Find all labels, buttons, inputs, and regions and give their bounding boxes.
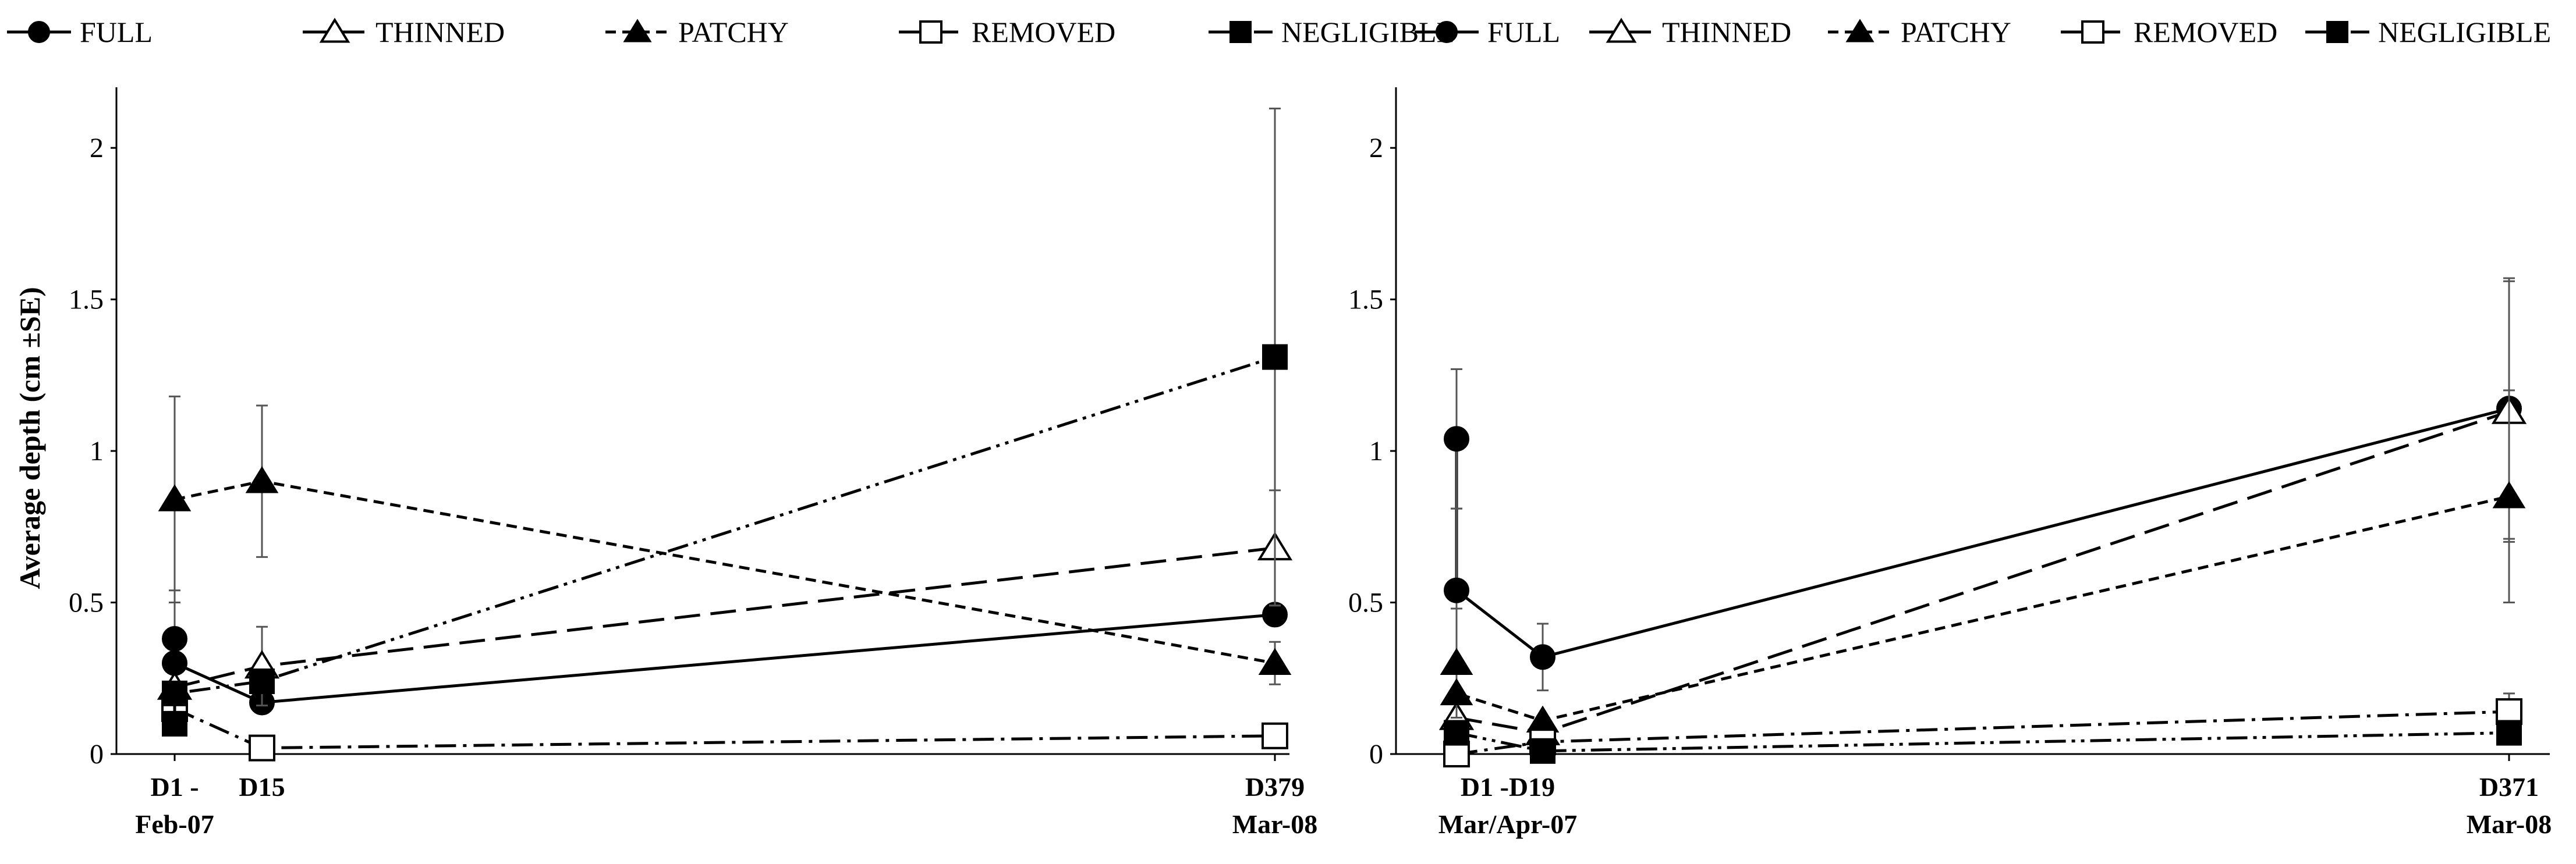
x-tick-label: D1 -: [150, 772, 199, 802]
data-point: [1258, 648, 1292, 675]
series-thinned: [157, 489, 1293, 707]
legend-label: PATCHY: [1901, 16, 2011, 48]
data-point: [1530, 644, 1555, 670]
legend-label: REMOVED: [2134, 16, 2277, 48]
legend-label: THINNED: [1662, 16, 1791, 48]
series-line: [1456, 710, 2510, 756]
legend-marker: [28, 21, 50, 43]
y-tick-label: 0: [1369, 739, 1383, 770]
x-tick-label: D379: [1245, 772, 1305, 802]
data-point: [1440, 678, 1473, 706]
legend-marker: [2326, 21, 2348, 43]
series-thinned: [1438, 280, 2527, 745]
y-axis-label: Average depth (cm ±SE): [13, 287, 46, 589]
data-point: [249, 668, 275, 694]
series-line: [1456, 731, 2510, 753]
legend-marker: [2081, 20, 2104, 44]
x-tick-label: D15: [239, 772, 285, 802]
series-line: [174, 546, 1275, 689]
series-line: [173, 613, 1275, 704]
chart-panel-2: 0 0.5 1 1.5 2 D1 -D19 Mar/Apr-07 D371 Mar-08 FULL…: [1348, 16, 2552, 839]
legend-label: PATCHY: [678, 16, 789, 48]
x-tick-label: D1 -D19: [1461, 772, 1555, 802]
legend: FULL THINNED PATCHY REMOVED NEGLIGIBLE: [1415, 16, 2551, 48]
data-point: [162, 680, 187, 706]
data-point: [2492, 481, 2526, 509]
series-line: [174, 479, 1275, 665]
series-removed: [161, 695, 1288, 762]
series-line: [1455, 495, 2510, 723]
x-tick-label: D371: [2479, 772, 2539, 802]
legend-label: THINNED: [375, 16, 505, 48]
legend: FULL THINNED PATCHY REMOVED NEGLIGIBLE: [7, 16, 1454, 48]
y-tick-label: 1.5: [1348, 285, 1383, 315]
legend-label: REMOVED: [972, 16, 1115, 48]
data-point: [1530, 738, 1555, 764]
series-negligible: [1444, 720, 2522, 764]
data-point: [1262, 344, 1288, 370]
legend-marker: [1845, 19, 1875, 42]
series-negligible: [162, 107, 1288, 737]
data-point: [1444, 577, 1469, 603]
data-point: [158, 484, 192, 511]
series-patchy: [158, 395, 1292, 685]
legend-marker: [1229, 21, 1252, 43]
data-point: [162, 626, 187, 652]
y-tick-label: 2: [90, 133, 104, 163]
y-tick-label: 1: [90, 436, 104, 467]
series-removed: [1443, 692, 2522, 767]
chart-panel-1: 0 0.5 1 1.5 2 D1 - Feb-07 D15 D379 Mar-08 Average …: [7, 16, 1454, 839]
legend-label: NEGLIGIBLE: [2378, 16, 2551, 48]
y-tick-label: 0.5: [69, 588, 104, 618]
series-line: [173, 707, 1275, 750]
series-line: [173, 355, 1275, 724]
legend-marker: [1606, 17, 1637, 43]
data-point: [1443, 741, 1470, 767]
legend-label: FULL: [1487, 16, 1560, 48]
legend-marker: [919, 20, 942, 44]
series-patchy: [1440, 389, 2526, 733]
x-tick-sublabel: Feb-07: [135, 809, 214, 839]
x-tick-sublabel: Mar-08: [1232, 809, 1317, 839]
y-tick-label: 1: [1369, 436, 1383, 467]
data-point: [1444, 426, 1469, 452]
data-point: [245, 466, 279, 493]
data-point: [249, 734, 275, 762]
data-point: [2496, 720, 2522, 746]
data-point: [1444, 720, 1469, 746]
x-tick-sublabel: Mar-08: [2467, 809, 2552, 839]
legend-marker: [1436, 21, 1458, 43]
data-point: [1262, 722, 1288, 749]
series-line: [1456, 410, 2510, 735]
y-tick-label: 0.5: [1348, 588, 1383, 618]
x-tick-sublabel: Mar/Apr-07: [1438, 809, 1577, 839]
legend-marker: [623, 19, 652, 42]
data-point: [162, 710, 187, 737]
series-full: [1444, 277, 2522, 692]
series-full: [162, 589, 1288, 716]
y-tick-label: 0: [90, 739, 104, 770]
legend-marker: [319, 17, 350, 43]
data-point: [1526, 705, 1560, 733]
y-tick-label: 1.5: [69, 285, 104, 315]
y-tick-label: 2: [1369, 133, 1383, 163]
legend-label: FULL: [80, 16, 153, 48]
data-point: [1440, 648, 1473, 675]
